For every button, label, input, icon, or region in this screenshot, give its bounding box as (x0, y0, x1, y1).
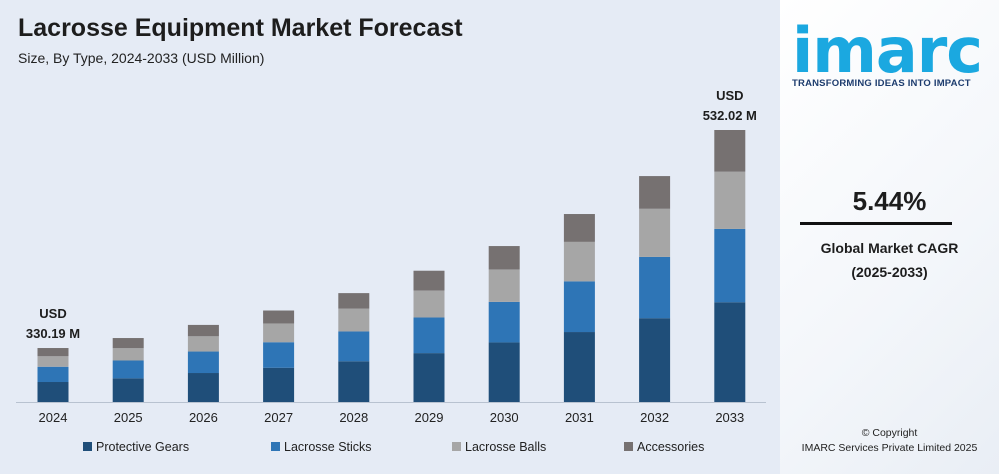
bar-segment-2031-lacrosse-balls (563, 241, 595, 282)
x-tick-label: 2028 (339, 410, 368, 425)
bar-segment-2024-protective-gears (37, 382, 69, 402)
bar-segment-2030-protective-gears (488, 342, 520, 402)
bar-segment-2032-lacrosse-sticks (639, 256, 671, 319)
legend-swatch (452, 442, 461, 451)
bar-segment-2026-protective-gears (187, 373, 219, 402)
x-tick-label: 2029 (415, 410, 444, 425)
bar-segment-2025-accessories (112, 338, 144, 349)
cagr-label: Global Market CAGR (2025-2033) (780, 236, 999, 284)
bar-segment-2025-protective-gears (112, 378, 144, 402)
bar-segment-2032-accessories (639, 176, 671, 209)
x-tick-label: 2033 (715, 410, 744, 425)
x-tick-label: 2026 (189, 410, 218, 425)
bar-segment-2027-lacrosse-sticks (263, 342, 295, 368)
x-tick-label: 2030 (490, 410, 519, 425)
bar-segment-2031-protective-gears (563, 332, 595, 402)
x-tick-label: 2027 (264, 410, 293, 425)
bar-segment-2028-protective-gears (338, 361, 370, 402)
cagr-divider (800, 222, 952, 225)
legend-label: Protective Gears (96, 440, 189, 454)
chart-subtitle: Size, By Type, 2024-2033 (USD Million) (18, 50, 265, 66)
bar-segment-2032-protective-gears (639, 318, 671, 402)
bar-segment-2033-lacrosse-balls (714, 171, 746, 229)
bar-segment-2027-accessories (263, 310, 295, 324)
x-tick-label: 2031 (565, 410, 594, 425)
bar-segment-2028-lacrosse-sticks (338, 331, 370, 362)
background-watermark: ​ (892, 304, 908, 314)
bar-segment-2032-lacrosse-balls (639, 208, 671, 257)
copyright-line-1: © Copyright (861, 427, 918, 439)
bar-segment-2025-lacrosse-balls (112, 348, 144, 361)
bar-segment-2029-lacrosse-sticks (413, 317, 445, 354)
x-tick-label: 2032 (640, 410, 669, 425)
legend-swatch (271, 442, 280, 451)
x-tick-label: 2025 (114, 410, 143, 425)
bar-segment-2029-protective-gears (413, 353, 445, 402)
bar-segment-2033-accessories (714, 130, 746, 172)
bar-segment-2033-lacrosse-sticks (714, 228, 746, 303)
bar-segment-2031-lacrosse-sticks (563, 281, 595, 333)
bar-total-annotation: USD (39, 306, 66, 321)
bar-segment-2030-lacrosse-sticks (488, 301, 520, 343)
bar-segment-2026-accessories (187, 324, 219, 337)
bar-segment-2024-accessories (37, 348, 69, 357)
legend-label: Accessories (637, 440, 704, 454)
logo-tagline: TRANSFORMING IDEAS INTO IMPACT (792, 78, 971, 89)
bar-segment-2024-lacrosse-sticks (37, 366, 69, 383)
bar-segment-2025-lacrosse-sticks (112, 360, 144, 379)
bar-segment-2026-lacrosse-balls (187, 336, 219, 352)
chart-panel: Lacrosse Equipment Market Forecast Size,… (0, 0, 780, 474)
bar-total-annotation: USD (716, 88, 743, 103)
bar-segment-2027-protective-gears (263, 367, 295, 402)
legend-swatch (624, 442, 633, 451)
x-tick-label: 2024 (39, 410, 68, 425)
bar-segment-2026-lacrosse-sticks (187, 351, 219, 374)
copyright: © Copyright IMARC Services Private Limit… (780, 426, 999, 456)
bar-segment-2031-accessories (563, 214, 595, 242)
bar-segment-2028-lacrosse-balls (338, 308, 370, 332)
bar-segment-2029-accessories (413, 270, 445, 291)
cagr-label-line-2: (2025-2033) (851, 264, 928, 280)
chart-title: Lacrosse Equipment Market Forecast (18, 14, 463, 42)
side-panel: ​ imarc TRANSFORMING IDEAS INTO IMPACT 5… (780, 0, 999, 474)
imarc-logo: imarc (792, 14, 983, 87)
copyright-line-2: IMARC Services Private Limited 2025 (801, 442, 978, 454)
bar-segment-2024-lacrosse-balls (37, 356, 69, 367)
bar-segment-2027-lacrosse-balls (263, 323, 295, 343)
bar-total-annotation: 330.19 M (26, 326, 80, 341)
cagr-label-line-1: Global Market CAGR (820, 240, 959, 256)
bar-segment-2033-protective-gears (714, 302, 746, 402)
bar-segment-2030-accessories (488, 246, 520, 270)
legend-label: Lacrosse Balls (465, 440, 546, 454)
stacked-bar-chart: 2024 2025 2026 2027 2028 2029 2030 2031 2032 2033… (16, 88, 766, 454)
bar-total-annotation: 532.02 M (703, 108, 757, 123)
bar-segment-2030-lacrosse-balls (488, 269, 520, 302)
cagr-value: 5.44% (852, 186, 927, 216)
bar-segment-2028-accessories (338, 293, 370, 309)
legend-label: Lacrosse Sticks (284, 440, 372, 454)
legend-swatch (83, 442, 92, 451)
bar-segment-2029-lacrosse-balls (413, 290, 445, 318)
